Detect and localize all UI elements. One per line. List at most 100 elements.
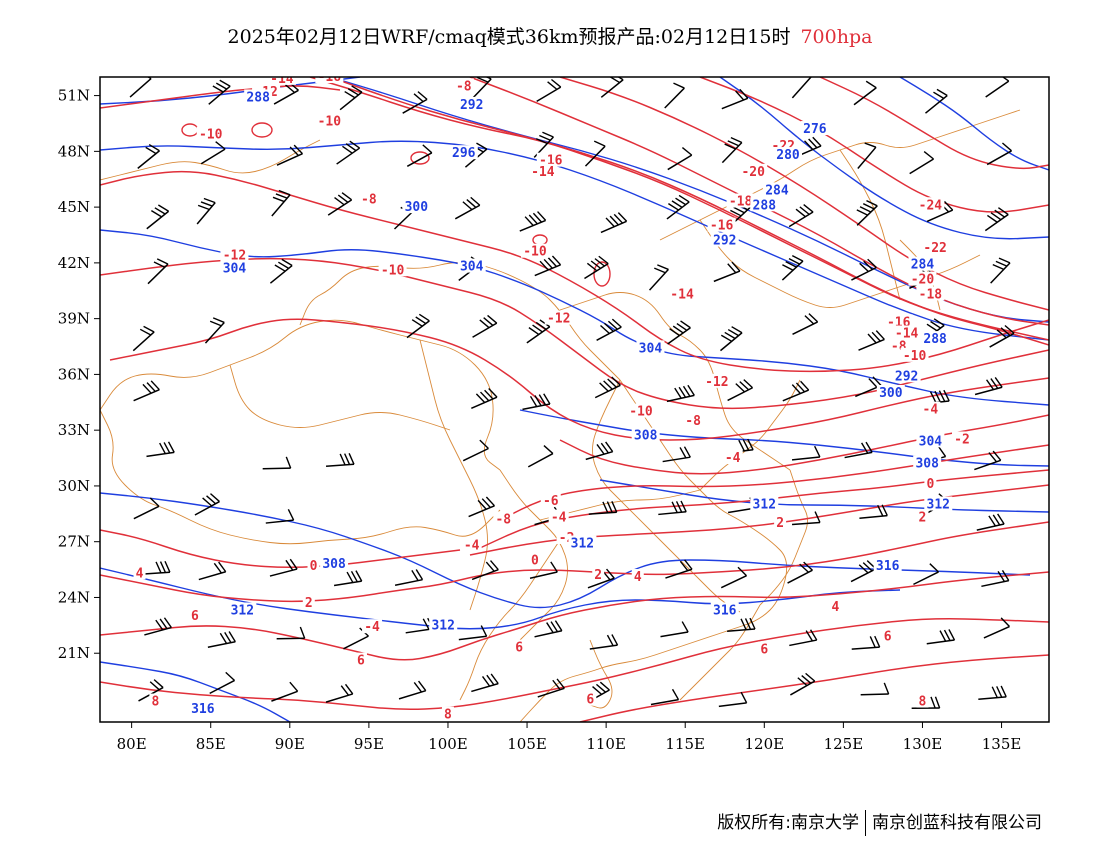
height-contour	[100, 140, 1049, 341]
isotherm-label-bg	[774, 515, 787, 530]
isotherm-label: -8	[685, 414, 701, 429]
wind-barb	[857, 142, 877, 170]
height-label-bg	[913, 455, 942, 470]
isotherm-label-bg	[493, 511, 514, 526]
wind-barb	[792, 313, 819, 336]
wind-barb	[859, 504, 888, 520]
wind-barb	[727, 617, 756, 633]
isotherm	[819, 77, 1049, 170]
wind-barb	[471, 673, 499, 693]
height-label-bg	[710, 232, 739, 247]
wind-barb	[468, 496, 496, 518]
wind-barb	[584, 140, 606, 167]
height-label-bg	[800, 121, 829, 136]
wind-barb	[536, 78, 562, 103]
lon-tick-label: 105E	[507, 735, 547, 753]
wind-barb	[727, 379, 754, 402]
isotherm-label-bg	[683, 412, 704, 427]
height-label: 304	[919, 434, 943, 449]
isotherm-label: -18	[729, 195, 753, 210]
height-label-bg	[457, 258, 486, 273]
height-label-bg	[636, 340, 665, 355]
isotherm-label-bg	[315, 113, 344, 128]
isotherm-label-bg	[548, 509, 569, 524]
wind-barb	[204, 317, 225, 344]
wind-barbs	[129, 77, 1015, 710]
isotherm-label-bg	[924, 476, 937, 491]
height-label: 292	[460, 98, 483, 113]
wind-barb	[584, 255, 609, 280]
lon-tick-label: 80E	[117, 735, 147, 753]
isotherm-label-bg	[358, 191, 379, 206]
isotherm-loop	[532, 234, 548, 246]
wind-barb	[534, 620, 563, 638]
height-label: 316	[713, 603, 737, 618]
isotherm	[100, 529, 461, 568]
wind-barb	[271, 681, 299, 702]
height-label-bg	[244, 89, 273, 104]
height-contour	[100, 661, 291, 722]
wind-barb	[856, 199, 878, 226]
isotherm-label: -4	[464, 538, 480, 553]
lat-tick-label: 21N	[58, 644, 90, 662]
wind-barb	[666, 194, 690, 220]
wind-barb	[983, 617, 1010, 639]
lon-tick-label: 135E	[982, 735, 1022, 753]
title-level: 700hpa	[800, 26, 873, 48]
height-label-bg	[220, 260, 249, 275]
wind-barb	[333, 570, 363, 587]
height-label: 280	[776, 148, 800, 163]
height-label: 312	[927, 498, 950, 513]
wind-barb	[667, 320, 691, 345]
wind-barb	[406, 313, 430, 339]
wind-barb	[269, 258, 293, 284]
isotherm-label: 0	[531, 553, 539, 568]
map-title: 2025年02月12日WRF/cmaq模式36km预报产品:02月12日15时 7…	[0, 22, 1100, 49]
wind-barb	[406, 144, 433, 167]
wind-barb	[262, 456, 292, 470]
wind-barb	[720, 566, 748, 589]
isotherm-loop	[251, 122, 273, 138]
isotherm-label-bg	[900, 347, 929, 362]
wind-barb	[200, 141, 226, 165]
wind-barb	[660, 621, 689, 638]
credit-left: 版权所有:南京大学	[717, 813, 859, 833]
isotherm-label-bg	[668, 286, 697, 301]
lat-tick-label: 27N	[58, 533, 90, 551]
isotherm-label: -6	[543, 494, 559, 509]
border-line	[299, 262, 621, 381]
lon-tick-label: 100E	[428, 735, 468, 753]
wind-barb	[194, 493, 220, 516]
lat-tick-label: 51N	[58, 87, 90, 105]
wind-barb	[207, 631, 236, 649]
longitude-axis: 80E 85E 90E 95E 100E 105E 110E 115E 120E 125E 130E…	[117, 722, 1022, 753]
isotherm-label-bg	[528, 163, 557, 178]
isotherm-label: 6	[760, 643, 768, 658]
height-contour	[899, 77, 1049, 171]
wind-barb	[976, 513, 1005, 531]
isotherm-label: 6	[191, 609, 199, 624]
isotherm-label-bg	[916, 693, 929, 708]
isotherm-label: -20	[911, 273, 935, 288]
height-label: 308	[634, 429, 658, 444]
border-line	[679, 604, 761, 701]
isotherm-label: 6	[515, 641, 523, 656]
isotherm-label: 6	[357, 654, 365, 669]
wind-barb	[721, 88, 749, 110]
wind-barb	[133, 380, 160, 402]
isotherm-label: 4	[832, 600, 840, 615]
height-label: 308	[322, 557, 346, 572]
height-label-bg	[750, 197, 779, 212]
lat-tick-label: 42N	[58, 254, 90, 272]
wind-barb	[662, 446, 691, 463]
isotherm-label-bg	[196, 126, 225, 141]
isotherm-label-bg	[453, 78, 474, 93]
isotherm	[100, 85, 341, 109]
isotherm-label-bg	[722, 450, 743, 465]
border-line	[100, 139, 321, 181]
lat-tick-label: 48N	[58, 142, 90, 160]
isotherm-label-bg	[133, 565, 146, 580]
wind-barb	[336, 140, 361, 165]
wind-barb	[664, 82, 685, 109]
